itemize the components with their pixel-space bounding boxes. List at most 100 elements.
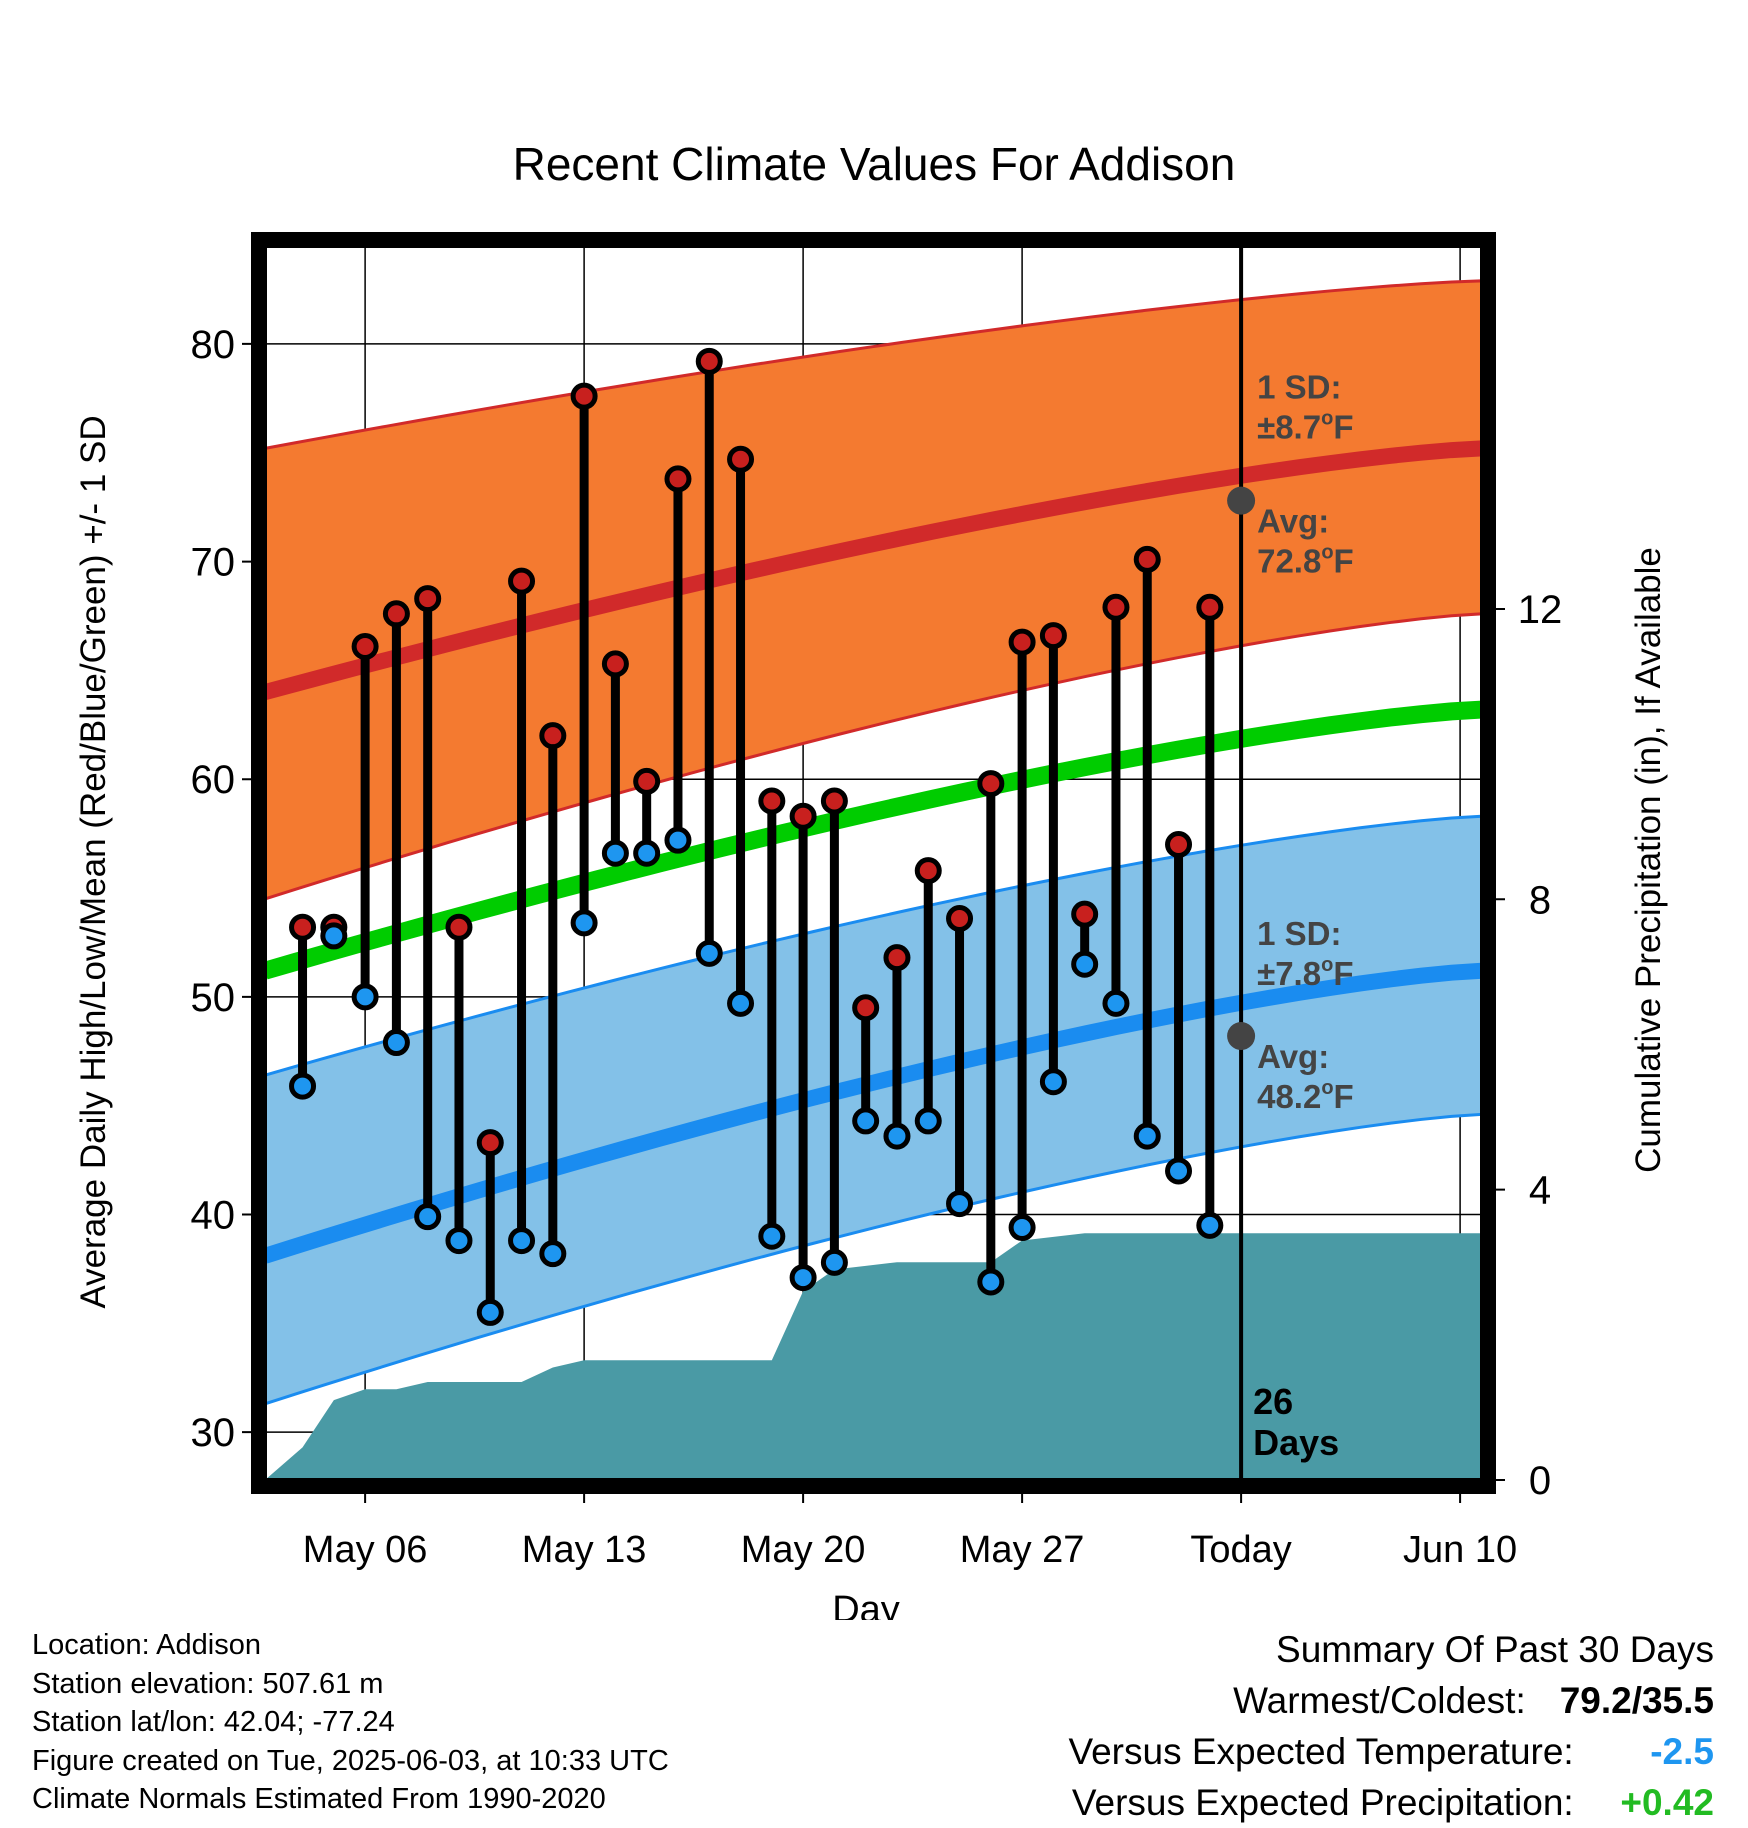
daily-low-point [351, 983, 379, 1011]
x-tick-label: May 06 [303, 1529, 428, 1571]
daily-high-point [695, 347, 723, 375]
daily-low-point [789, 1264, 817, 1292]
daily-high-point [1133, 545, 1161, 573]
daily-high-point [382, 600, 410, 628]
daily-high-point [1102, 593, 1130, 621]
created-text: Figure created on Tue, 2025-06-03, at 10… [32, 1744, 669, 1777]
daily-high-point [758, 787, 786, 815]
daily-low-point [601, 839, 629, 867]
x-tick-label: Jun 10 [1403, 1529, 1517, 1571]
y2-axis-title: Cumulative Precipitation (in), If Availa… [1629, 547, 1668, 1173]
location-text: Location: Addison [32, 1629, 261, 1661]
daily-low-point [946, 1190, 974, 1218]
daily-low-point [1196, 1211, 1224, 1239]
x-tick-label: May 20 [741, 1529, 866, 1571]
x-tick-label: Today [1190, 1529, 1291, 1571]
daily-low-point [695, 939, 723, 967]
daily-high-point [570, 382, 598, 410]
daily-low-point [1102, 989, 1130, 1017]
chart-title: Recent Climate Values For Addison [513, 138, 1236, 190]
x-tick-label: May 13 [522, 1529, 647, 1571]
summary-heading: Summary Of Past 30 Days [1276, 1629, 1714, 1670]
daily-low-point [633, 839, 661, 867]
daily-low-point [570, 909, 598, 937]
station-info: Location: Addison Station elevation: 507… [32, 1626, 669, 1819]
latlon-text: Station lat/lon: 42.04; -77.24 [32, 1706, 395, 1738]
summary-temp: Versus Expected Temperature: -2.5 [1068, 1726, 1714, 1777]
climate-chart: Recent Climate Values For Addison Averag… [74, 138, 1668, 1620]
y-tick-label: 50 [191, 976, 236, 1020]
y-tick-label: 40 [191, 1193, 236, 1237]
y-axis-title: Average Daily High/Low/Mean (Red/Blue/Gr… [74, 415, 113, 1308]
daily-high-point [1196, 593, 1224, 621]
daily-high-point [883, 944, 911, 972]
daily-low-point [320, 922, 348, 950]
avg-high-marker [1227, 486, 1256, 515]
normal-mean-line [262, 700, 1483, 980]
high-avg-annotation-label: Avg: [1257, 503, 1329, 540]
daily-high-point [789, 802, 817, 830]
daily-low-point [476, 1298, 504, 1326]
avg-low-marker [1227, 1022, 1256, 1051]
daily-high-point [633, 767, 661, 795]
daily-low-point [445, 1227, 473, 1255]
daily-low-point [664, 826, 692, 854]
daily-low-point [852, 1107, 880, 1135]
daily-high-point [664, 465, 692, 493]
y-tick-label: 30 [191, 1411, 236, 1455]
precip-vs-expected-value: +0.42 [1620, 1782, 1714, 1823]
daily-high-point [1008, 628, 1036, 656]
x-axis-title: Day [832, 1589, 900, 1620]
daily-high-point [351, 632, 379, 660]
daily-high-point [508, 567, 536, 595]
normals-text: Climate Normals Estimated From 1990-2020 [32, 1783, 606, 1815]
daily-high-point [977, 770, 1005, 798]
high-sd-annotation-label: 1 SD: [1257, 368, 1341, 405]
daily-high-point [539, 722, 567, 750]
high-avg-annotation-value: 72.8oF [1257, 542, 1354, 580]
daily-high-point [946, 904, 974, 932]
today-days-count: 26 [1253, 1381, 1293, 1422]
daily-low-point [539, 1240, 567, 1268]
daily-low-point [382, 1029, 410, 1057]
daily-low-point [883, 1122, 911, 1150]
daily-high-point [1165, 831, 1193, 859]
daily-low-point [977, 1268, 1005, 1296]
y2-tick-label: 8 [1529, 878, 1551, 922]
low-sd-annotation-label: 1 SD: [1257, 915, 1341, 952]
daily-low-point [758, 1222, 786, 1250]
temp-vs-expected-value: -2.5 [1650, 1731, 1714, 1772]
daily-high-point [289, 913, 317, 941]
y2-tick-label: 4 [1529, 1169, 1551, 1213]
daily-high-point [852, 994, 880, 1022]
y2-tick-label: 12 [1518, 588, 1563, 632]
y-tick-label: 80 [191, 323, 236, 367]
daily-low-point [1008, 1214, 1036, 1242]
precip-area [265, 1233, 1482, 1480]
daily-low-point [414, 1203, 442, 1231]
elevation-text: Station elevation: 507.61 m [32, 1667, 384, 1700]
daily-high-point [476, 1129, 504, 1157]
low-sd-annotation-value: ±7.8oF [1257, 954, 1353, 992]
daily-low-point [289, 1072, 317, 1100]
daily-high-point [445, 913, 473, 941]
daily-low-point [508, 1227, 536, 1255]
daily-low-point [1133, 1122, 1161, 1150]
daily-high-point [1039, 622, 1067, 650]
warmest-coldest-value: 79.2/35.5 [1559, 1680, 1714, 1721]
summary-panel: Summary Of Past 30 Days Warmest/Coldest:… [1068, 1624, 1714, 1828]
daily-low-point [727, 989, 755, 1017]
y-tick-label: 70 [191, 541, 236, 585]
y2-tick-label: 0 [1529, 1459, 1551, 1503]
low-avg-annotation-value: 48.2oF [1257, 1077, 1354, 1115]
x-tick-label: May 27 [960, 1529, 1085, 1571]
daily-high-point [601, 650, 629, 678]
daily-high-point [727, 445, 755, 473]
daily-low-point [1071, 950, 1099, 978]
high-sd-annotation-value: ±8.7oF [1257, 407, 1353, 445]
temp-vs-expected-label: Versus Expected Temperature: [1068, 1731, 1574, 1772]
daily-low-point [820, 1248, 848, 1276]
summary-precip: Versus Expected Precipitation: +0.42 [1068, 1777, 1714, 1828]
daily-high-point [414, 585, 442, 613]
normal-low-line [262, 962, 1483, 1264]
